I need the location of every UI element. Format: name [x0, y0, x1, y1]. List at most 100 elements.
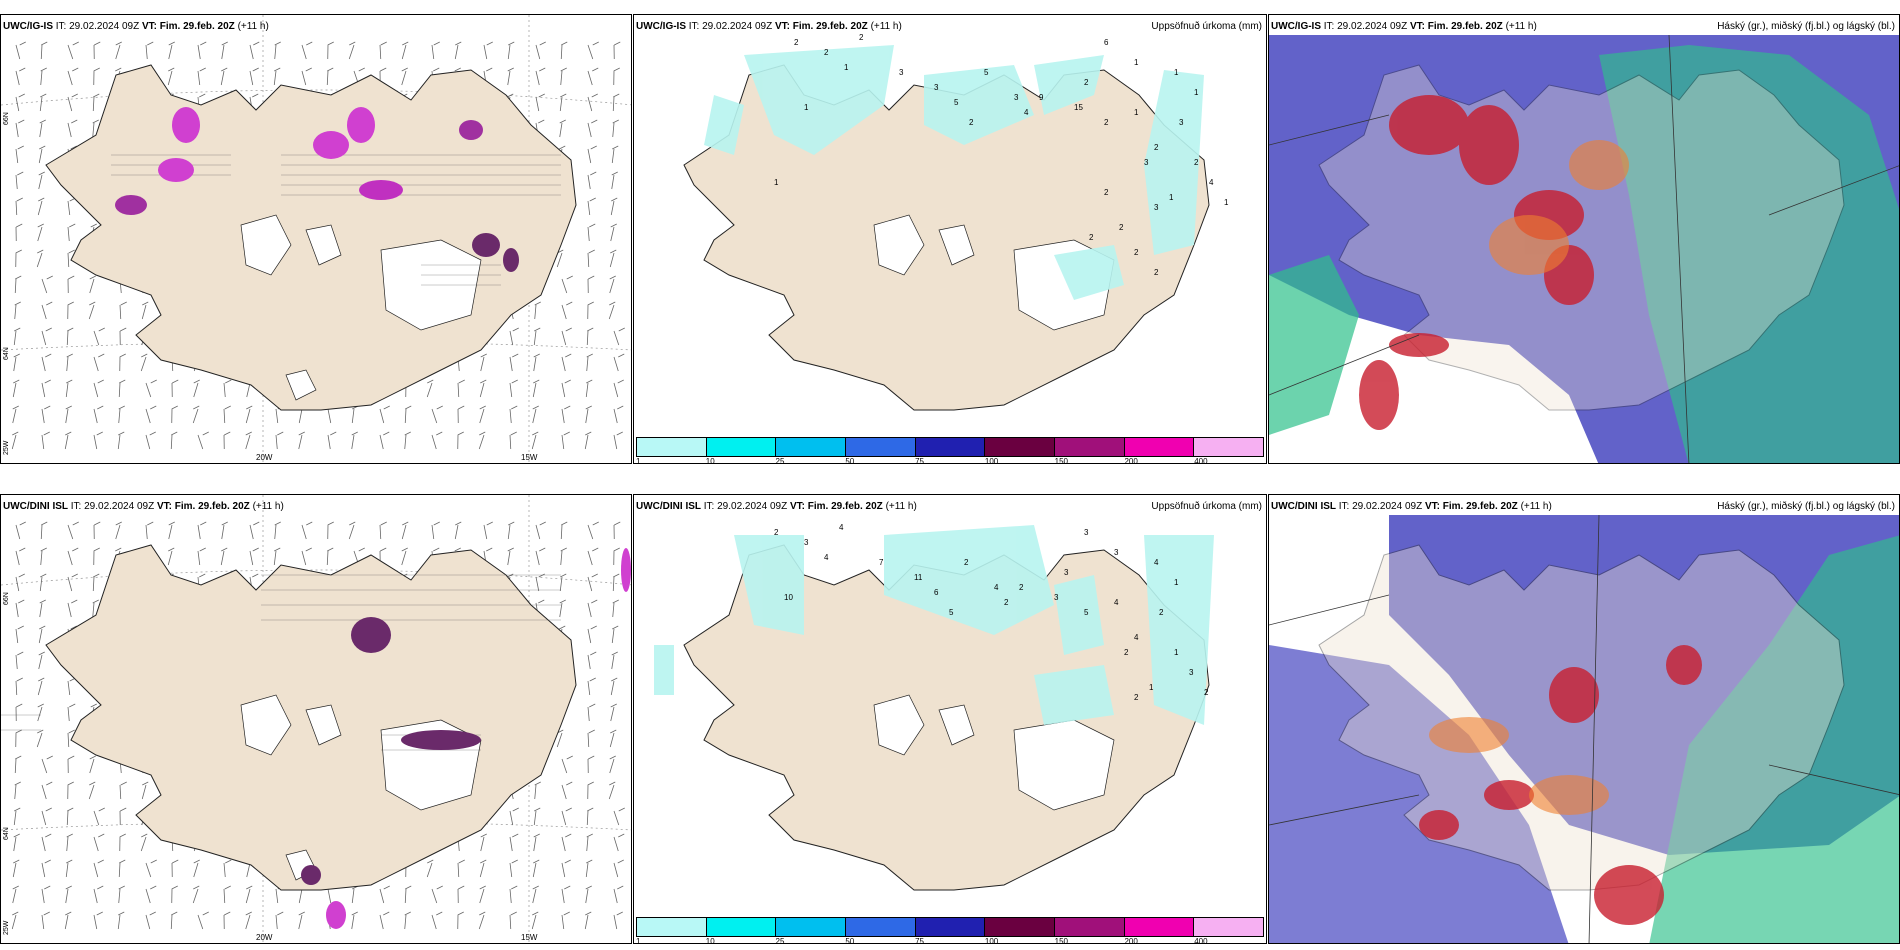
precip-value-label: 1	[1134, 58, 1139, 67]
wind-barb	[13, 353, 20, 372]
map-canvas	[1269, 34, 1899, 463]
wind-barb	[11, 911, 19, 930]
colorbar	[636, 437, 1264, 457]
wind-barb	[118, 405, 125, 424]
colorbar-swatch	[985, 438, 1056, 456]
lat-label-66n: 66N	[3, 592, 10, 605]
wind-barb	[167, 67, 175, 86]
wind-barb	[274, 41, 281, 60]
wind-barb	[221, 41, 228, 60]
wind-barb	[41, 885, 51, 904]
wind-barb	[426, 379, 434, 398]
wind-barb	[587, 171, 597, 190]
precip-value-label: 1	[804, 103, 809, 112]
wind-barb	[301, 521, 313, 540]
wind-barb	[609, 729, 617, 748]
wind-barb	[65, 885, 72, 904]
precip-value-label: 4	[824, 553, 829, 562]
colorbar-tick-label: 150	[1054, 457, 1069, 464]
colorbar-tick-label: 200	[1124, 457, 1138, 464]
wind-barb	[92, 599, 99, 618]
wind-barb	[37, 223, 44, 242]
wind-barb	[93, 885, 104, 904]
colorbar-tick-label: 400	[1194, 937, 1208, 944]
wind-barb	[560, 521, 568, 540]
wind-barb	[41, 379, 51, 398]
colorbar-swatch	[915, 918, 986, 936]
wind-barb	[561, 859, 571, 878]
precip-value-label: 4	[994, 583, 999, 592]
wind-barb	[348, 41, 356, 60]
lat-label-64n: 64N	[3, 827, 10, 840]
wind-barb	[223, 379, 232, 398]
colorbar-tick-label: 1	[636, 457, 641, 464]
wind-barb	[348, 521, 356, 540]
wind-barb	[351, 405, 359, 424]
wind-barb	[67, 223, 76, 242]
wind-barb	[612, 599, 619, 618]
colorbar-swatch	[915, 438, 986, 456]
wind-barb	[613, 833, 625, 852]
wind-barb	[479, 379, 487, 398]
valid-label: VT:	[1409, 21, 1425, 32]
precip-value-label: 2	[1159, 608, 1164, 617]
colorbar-swatch	[637, 918, 707, 936]
wind-barb	[327, 521, 334, 540]
wind-barb	[610, 677, 618, 696]
wind-barb	[379, 405, 390, 424]
wind-barb	[15, 651, 24, 670]
wind-barb	[587, 223, 596, 242]
wind-barb	[431, 41, 440, 60]
cloud-title: Háský (gr.), miðský (fj.bl.) og lágský (…	[1717, 501, 1895, 512]
wind-barb	[145, 911, 156, 930]
wind-barb	[587, 755, 595, 774]
wind-barb	[531, 911, 539, 930]
precip-value-label: 2	[1134, 248, 1139, 257]
wind-barb	[613, 431, 623, 450]
model-name: UWC/IG-IS	[3, 21, 53, 32]
wind-barb	[509, 353, 519, 372]
wind-barb	[15, 521, 26, 540]
wind-barb	[145, 521, 154, 540]
colorbar-swatch	[1055, 918, 1125, 936]
wind-barb	[404, 431, 411, 450]
model-name: UWC/DINI ISL	[636, 501, 701, 512]
wind-barb	[587, 93, 598, 112]
wind-barb	[41, 755, 53, 774]
wind-barb	[587, 67, 599, 86]
wind-barb	[192, 885, 200, 904]
colorbar-tick-label: 150	[1054, 937, 1069, 944]
precip-value-label: 2	[1084, 78, 1089, 87]
wind-barb	[221, 521, 228, 540]
wind-barb	[534, 301, 541, 320]
wind-barb	[93, 41, 101, 60]
colorbar-swatch	[1124, 918, 1195, 936]
wind-barb	[15, 729, 22, 748]
precip-value-label: 1	[1174, 648, 1179, 657]
wind-barb	[585, 885, 592, 904]
precip-value-label: 2	[1154, 143, 1159, 152]
lat-label-64n: 64N	[3, 347, 10, 360]
wind-barb	[587, 547, 599, 566]
valid-label: VT:	[774, 21, 790, 32]
precip-value-label: 1	[1134, 108, 1139, 117]
colorbar-ticks: 1 10 25 50 75 100 150 200 400	[636, 457, 1264, 464]
wind-barb	[223, 431, 231, 450]
wind-barb	[67, 197, 76, 216]
wind-barb	[535, 67, 546, 86]
wind-barb	[404, 911, 411, 930]
wind-barb	[167, 547, 175, 566]
wind-barb	[168, 41, 175, 60]
wind-barb	[41, 781, 53, 800]
wind-barb	[38, 171, 45, 190]
wind-barb	[140, 353, 148, 372]
map-canvas	[1, 495, 631, 943]
wind-barb	[245, 885, 253, 904]
wind-barb	[532, 885, 539, 904]
wind-barb	[13, 833, 20, 852]
precip-value-label: 2	[1104, 188, 1109, 197]
wind-barb	[89, 275, 96, 294]
wind-barb	[479, 885, 486, 904]
